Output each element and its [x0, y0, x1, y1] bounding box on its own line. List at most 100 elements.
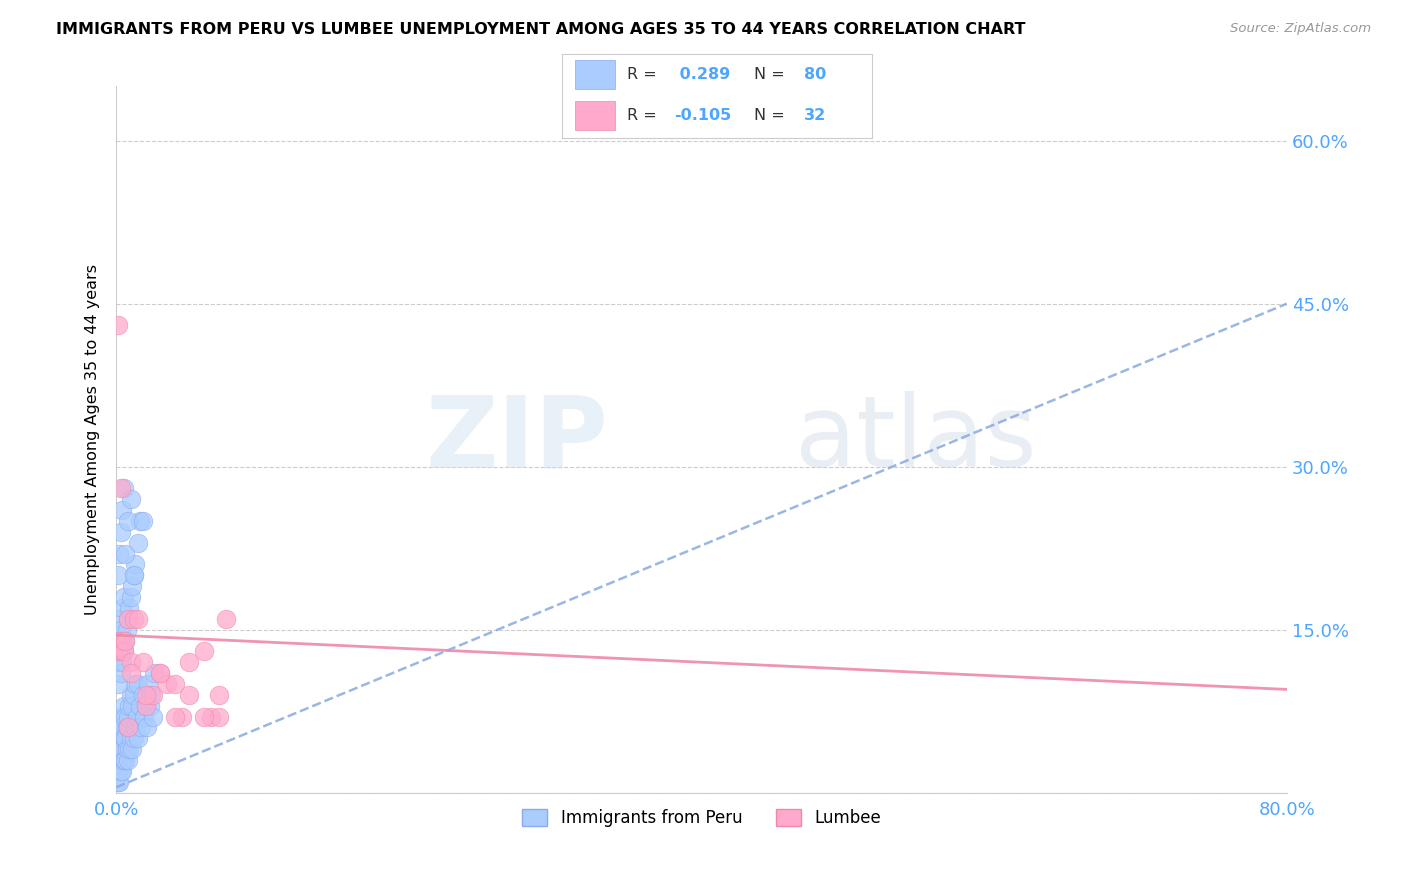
Point	[114, 709, 136, 723]
Text: 0.289: 0.289	[673, 67, 730, 82]
Point	[200, 709, 222, 723]
Point	[121, 698, 143, 713]
Text: R =: R =	[627, 67, 662, 82]
Point	[111, 655, 134, 669]
Point	[163, 677, 186, 691]
Text: -0.105: -0.105	[673, 108, 731, 123]
Point	[117, 709, 139, 723]
Point	[107, 644, 129, 658]
Point	[208, 709, 231, 723]
Point	[127, 535, 149, 549]
Point	[156, 677, 179, 691]
Point	[108, 753, 131, 767]
Point	[120, 655, 142, 669]
Bar	[575, 61, 614, 89]
Text: 80: 80	[804, 67, 825, 82]
Point	[114, 731, 136, 746]
Text: N =: N =	[754, 108, 790, 123]
Point	[122, 612, 145, 626]
Point	[108, 721, 131, 735]
Point	[112, 590, 135, 604]
Point	[112, 753, 135, 767]
Point	[117, 612, 139, 626]
Point	[112, 698, 135, 713]
Point	[107, 764, 129, 778]
Point	[110, 753, 132, 767]
Point	[131, 655, 153, 669]
Point	[118, 742, 141, 756]
Point	[115, 742, 138, 756]
Text: N =: N =	[754, 67, 790, 82]
Point	[110, 731, 132, 746]
Point	[124, 721, 146, 735]
Point	[122, 688, 145, 702]
Point	[117, 514, 139, 528]
Point	[122, 568, 145, 582]
Point	[112, 731, 135, 746]
Point	[111, 503, 134, 517]
Point	[121, 742, 143, 756]
Point	[108, 774, 131, 789]
Point	[110, 623, 132, 637]
Text: IMMIGRANTS FROM PERU VS LUMBEE UNEMPLOYMENT AMONG AGES 35 TO 44 YEARS CORRELATIO: IMMIGRANTS FROM PERU VS LUMBEE UNEMPLOYM…	[56, 22, 1026, 37]
Text: 32: 32	[804, 108, 825, 123]
Point	[172, 709, 194, 723]
Point	[135, 698, 157, 713]
Point	[114, 633, 136, 648]
Point	[115, 721, 138, 735]
Point	[112, 482, 135, 496]
Point	[121, 579, 143, 593]
Point	[138, 677, 160, 691]
Point	[111, 742, 134, 756]
Point	[114, 633, 136, 648]
Point	[110, 666, 132, 681]
Point	[120, 688, 142, 702]
Point	[142, 709, 165, 723]
Point	[132, 709, 155, 723]
Point	[107, 568, 129, 582]
Point	[128, 698, 150, 713]
Point	[129, 721, 152, 735]
Point	[117, 721, 139, 735]
Point	[120, 731, 142, 746]
Point	[110, 709, 132, 723]
Point	[111, 633, 134, 648]
Point	[193, 644, 215, 658]
Point	[128, 514, 150, 528]
Point	[110, 524, 132, 539]
Point	[108, 612, 131, 626]
Point	[120, 666, 142, 681]
Point	[111, 764, 134, 778]
Point	[163, 709, 186, 723]
Point	[127, 677, 149, 691]
Point	[108, 547, 131, 561]
Point	[142, 688, 165, 702]
Text: R =: R =	[627, 108, 662, 123]
Point	[112, 644, 135, 658]
Point	[107, 318, 129, 333]
Point	[111, 601, 134, 615]
Point	[112, 644, 135, 658]
Legend: Immigrants from Peru, Lumbee: Immigrants from Peru, Lumbee	[516, 802, 887, 834]
Point	[107, 774, 129, 789]
Point	[110, 644, 132, 658]
Point	[131, 514, 153, 528]
Point	[136, 721, 159, 735]
Point	[127, 612, 149, 626]
Point	[179, 655, 201, 669]
Point	[143, 666, 166, 681]
Point	[108, 655, 131, 669]
Point	[108, 633, 131, 648]
Text: ZIP: ZIP	[425, 391, 607, 488]
Point	[120, 590, 142, 604]
Point	[139, 698, 162, 713]
Point	[149, 666, 172, 681]
Point	[124, 558, 146, 572]
Point	[117, 753, 139, 767]
Point	[107, 677, 129, 691]
Point	[120, 492, 142, 507]
Point	[107, 633, 129, 648]
Point	[108, 742, 131, 756]
Point	[193, 709, 215, 723]
Point	[124, 677, 146, 691]
